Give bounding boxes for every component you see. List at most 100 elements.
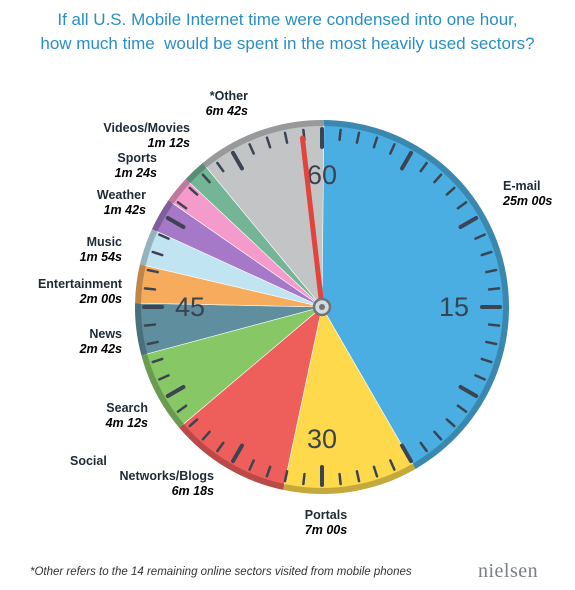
tick-28	[355, 470, 361, 483]
tick-24	[419, 441, 428, 453]
tick-16	[487, 323, 501, 327]
rim-sports	[168, 178, 191, 204]
label-portals-name: Portals	[304, 508, 348, 522]
tick-54	[216, 161, 225, 173]
label-weather-value: 1m 42s	[103, 203, 146, 217]
label-weather: Weather 1m 42s	[50, 188, 146, 218]
tick-38	[188, 418, 199, 428]
tick-57	[265, 136, 272, 149]
rim-entertainment	[135, 264, 146, 304]
tick-55	[231, 150, 244, 171]
tick-46	[143, 287, 157, 291]
tick-8	[445, 186, 456, 196]
rim-videos	[185, 162, 207, 184]
label-other: *Other 6m 42s	[170, 89, 248, 119]
tick-33	[265, 465, 272, 478]
tick-13	[485, 268, 498, 274]
tick-48	[151, 250, 164, 257]
label-videos-name: Videos/Movies	[103, 121, 190, 135]
rim-weather	[151, 200, 174, 232]
rim-social	[179, 423, 285, 490]
rim-other	[202, 119, 324, 168]
tick-10	[458, 216, 479, 229]
nielsen-logo: nielsen	[478, 560, 539, 582]
dial-ticks	[142, 127, 502, 487]
tick-11	[474, 233, 486, 240]
tick-49	[158, 233, 170, 240]
dial-numbers: 60 15 30 45	[175, 160, 469, 454]
tick-18	[480, 357, 493, 364]
label-search: Search 4m 12s	[60, 401, 148, 431]
label-email-name: E-mail	[503, 179, 541, 193]
tick-26	[389, 459, 396, 471]
tick-20	[458, 385, 479, 398]
tick-14	[487, 287, 501, 291]
label-sports-value: 1m 24s	[114, 166, 157, 180]
tick-4	[389, 143, 396, 155]
label-social: Social Networks/Blogs 6m 18s	[70, 454, 214, 499]
tick-56	[248, 143, 255, 155]
tick-34	[248, 459, 255, 471]
label-email-value: 25m 00s	[503, 194, 553, 208]
dial-number-15: 15	[439, 292, 469, 322]
tick-6	[419, 161, 428, 173]
tick-50	[165, 216, 186, 229]
label-search-name: Search	[106, 401, 148, 415]
tick-29	[338, 472, 342, 486]
tick-12	[480, 250, 493, 257]
label-social-value: 6m 18s	[171, 484, 214, 498]
label-music: Music 1m 54s	[40, 235, 122, 265]
dial-number-45: 45	[175, 292, 205, 322]
rim-music	[139, 229, 158, 266]
clock-hand	[299, 135, 332, 317]
tick-2	[355, 131, 361, 144]
label-sports-name: Sports	[117, 151, 157, 165]
tick-37	[201, 430, 211, 441]
tick-51	[176, 201, 188, 210]
label-videos: Videos/Movies 1m 12s	[70, 121, 190, 151]
title-line-2: how much time would be spent in the most…	[40, 34, 535, 53]
label-social-name-1: Social	[70, 454, 107, 468]
label-entertainment: Entertainment 2m 00s	[10, 277, 122, 307]
label-music-value: 1m 54s	[79, 250, 122, 264]
tick-1	[338, 128, 342, 142]
label-social-name-2: Networks/Blogs	[119, 469, 214, 483]
clock-hand-needle	[299, 135, 325, 310]
tick-25	[400, 443, 413, 464]
tick-58	[283, 131, 289, 144]
label-search-value: 4m 12s	[105, 416, 148, 430]
tick-40	[165, 385, 186, 398]
rim-search	[141, 353, 184, 428]
tick-52	[188, 186, 199, 196]
label-news: News 2m 42s	[40, 327, 122, 357]
tick-31	[302, 472, 306, 486]
tick-3	[372, 136, 379, 149]
label-other-value: 6m 42s	[205, 104, 248, 118]
chart-title: If all U.S. Mobile Internet time were co…	[0, 8, 575, 56]
label-entertainment-value: 2m 00s	[79, 292, 122, 306]
tick-17	[485, 340, 498, 346]
tick-32	[283, 470, 289, 483]
label-email: E-mail 25m 00s	[503, 179, 552, 209]
label-weather-name: Weather	[96, 188, 146, 202]
tick-19	[474, 374, 486, 381]
label-music-name: Music	[86, 235, 122, 249]
rim-news	[134, 303, 148, 356]
tick-9	[456, 201, 468, 210]
tick-42	[151, 357, 164, 364]
label-videos-value: 1m 12s	[147, 136, 190, 150]
label-news-value: 2m 42s	[79, 342, 122, 356]
tick-53	[201, 173, 211, 184]
tick-21	[456, 404, 468, 413]
tick-22	[445, 418, 456, 428]
tick-39	[176, 404, 188, 413]
tick-23	[433, 430, 443, 441]
clock-hub-center	[319, 304, 325, 310]
label-portals: Portals 7m 00s	[296, 508, 356, 538]
tick-5	[400, 150, 413, 171]
label-other-name: *Other	[209, 89, 248, 103]
label-entertainment-name: Entertainment	[37, 277, 122, 291]
tick-35	[231, 443, 244, 464]
title-line-1: If all U.S. Mobile Internet time were co…	[57, 10, 518, 29]
rim-portals	[283, 463, 416, 494]
